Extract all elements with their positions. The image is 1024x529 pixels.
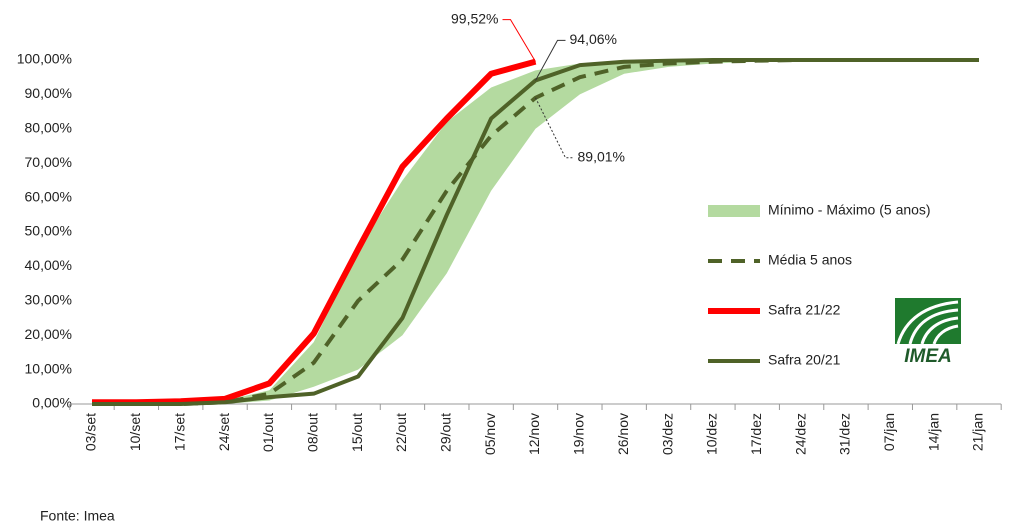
y-tick-label: 90,00%: [25, 85, 72, 101]
x-tick-label: 29/out: [438, 413, 454, 452]
logo-text: IMEA: [904, 346, 952, 367]
x-tick-label: 21/jan: [970, 413, 986, 451]
x-tick-label: 15/out: [349, 413, 365, 452]
logo: IMEA: [895, 298, 961, 367]
x-tick-label: 31/dez: [837, 413, 853, 455]
x-tick-label: 17/dez: [748, 413, 764, 455]
data-label: 99,52%: [451, 10, 498, 26]
x-tick-label: 26/nov: [615, 413, 631, 455]
y-tick-label: 60,00%: [25, 188, 72, 204]
x-tick-label: 05/nov: [482, 413, 498, 455]
x-tick-label: 12/nov: [526, 413, 542, 455]
leader-line: [502, 19, 536, 62]
leader-line: [535, 39, 566, 81]
x-tick-label: 14/jan: [925, 413, 941, 451]
legend-swatch: [708, 205, 760, 217]
x-tick-label: 07/jan: [881, 413, 897, 451]
data-label: 94,06%: [570, 31, 617, 47]
y-tick-label: 70,00%: [25, 154, 72, 170]
x-tick-label: 17/set: [171, 413, 187, 451]
data-label: 89,01%: [578, 149, 625, 165]
x-tick-label: 01/out: [260, 413, 276, 452]
x-tick-label: 24/set: [216, 413, 232, 451]
x-tick-label: 03/dez: [659, 413, 675, 455]
leader-line: [535, 97, 574, 159]
x-tick-label: 22/out: [393, 413, 409, 452]
y-tick-label: 0,00%: [32, 395, 72, 411]
legend-label: Safra 21/22: [768, 302, 841, 318]
y-tick-label: 40,00%: [25, 257, 72, 273]
source: Fonte: Imea: [40, 508, 115, 524]
logo-box: [895, 298, 961, 344]
min-max-band: [92, 60, 979, 404]
x-tick-label: 19/nov: [571, 413, 587, 455]
x-tick-label: 24/dez: [792, 413, 808, 455]
logo-stripes: [896, 300, 959, 345]
legend-label: Safra 20/21: [768, 352, 841, 368]
x-tick-label: 10/dez: [704, 413, 720, 455]
y-tick-label: 10,00%: [25, 360, 72, 376]
y-tick-label: 50,00%: [25, 223, 72, 239]
y-tick-label: 20,00%: [25, 326, 72, 342]
series-line: [92, 58, 537, 406]
x-tick-label: 08/out: [304, 413, 320, 452]
y-tick-label: 100,00%: [17, 51, 72, 67]
x-tick-label: 03/set: [83, 413, 99, 451]
y-tick-label: 30,00%: [25, 292, 72, 308]
y-tick-label: 80,00%: [25, 120, 72, 136]
x-tick-label: 10/set: [127, 413, 143, 451]
legend-label: Mínimo - Máximo (5 anos): [768, 202, 931, 218]
legend-label: Média 5 anos: [768, 252, 852, 268]
